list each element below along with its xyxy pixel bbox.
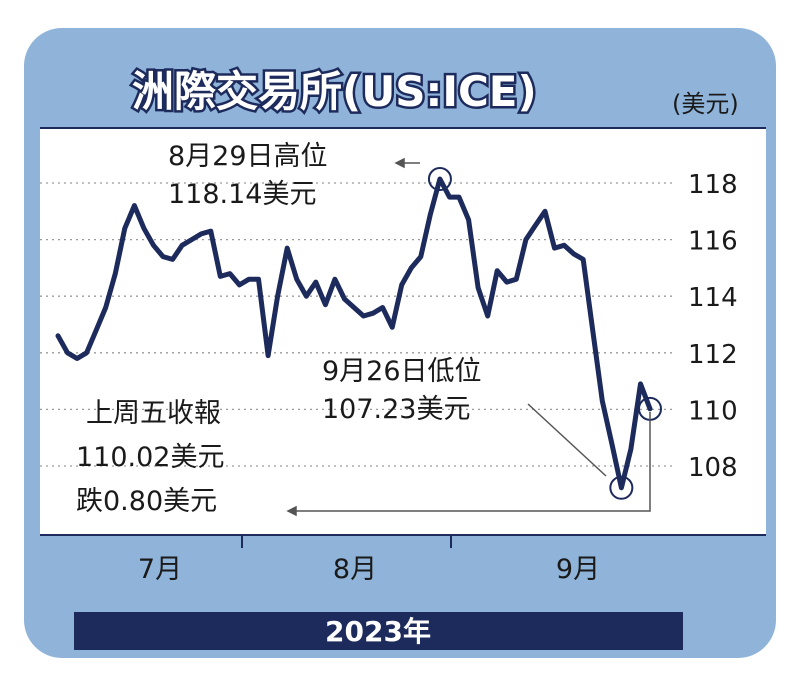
- last-leader-arrow: [286, 505, 297, 517]
- x-axis: 7月 8月 9月: [138, 535, 600, 585]
- low-annotation-line2: 107.23美元: [322, 394, 470, 425]
- last-annotation-line1: 上周五收報: [86, 398, 221, 429]
- last-leader-line: [290, 412, 651, 512]
- y-unit-label: (美元): [672, 90, 739, 118]
- low-annotation-line1: 9月26日低位: [322, 356, 482, 387]
- last-annotation-line3: 跌0.80美元: [76, 486, 217, 517]
- x-tick-label-august: 8月: [333, 554, 377, 585]
- y-tick-label-114: 114: [688, 283, 738, 313]
- year-bar: [74, 612, 683, 650]
- y-tick-label-112: 112: [688, 340, 738, 370]
- y-tick-label-108: 108: [688, 453, 738, 483]
- high-marker-circle: [427, 167, 452, 192]
- low-leader-line: [527, 403, 607, 477]
- x-tick-label-july: 7月: [138, 554, 182, 585]
- last-annotation-line2: 110.02美元: [76, 442, 224, 473]
- y-axis-ticks: 108 110 112 114 116 118: [688, 170, 738, 483]
- x-tick-label-september: 9月: [556, 554, 600, 585]
- high-annotation-line1: 8月29日高位: [168, 141, 328, 172]
- y-tick-label-116: 116: [688, 227, 738, 257]
- y-tick-label-118: 118: [688, 170, 738, 200]
- y-tick-label-110: 110: [688, 396, 738, 426]
- chart-title: 洲際交易所(US:ICE): [132, 67, 537, 116]
- high-annotation-line2: 118.14美元: [168, 179, 316, 210]
- plot-area: [40, 128, 766, 535]
- year-label: 2023年: [325, 615, 431, 648]
- high-leader-arrow: [394, 157, 405, 169]
- low-marker-circle: [609, 475, 634, 500]
- leader-lines: [286, 157, 651, 517]
- price-series-line: [55, 176, 653, 491]
